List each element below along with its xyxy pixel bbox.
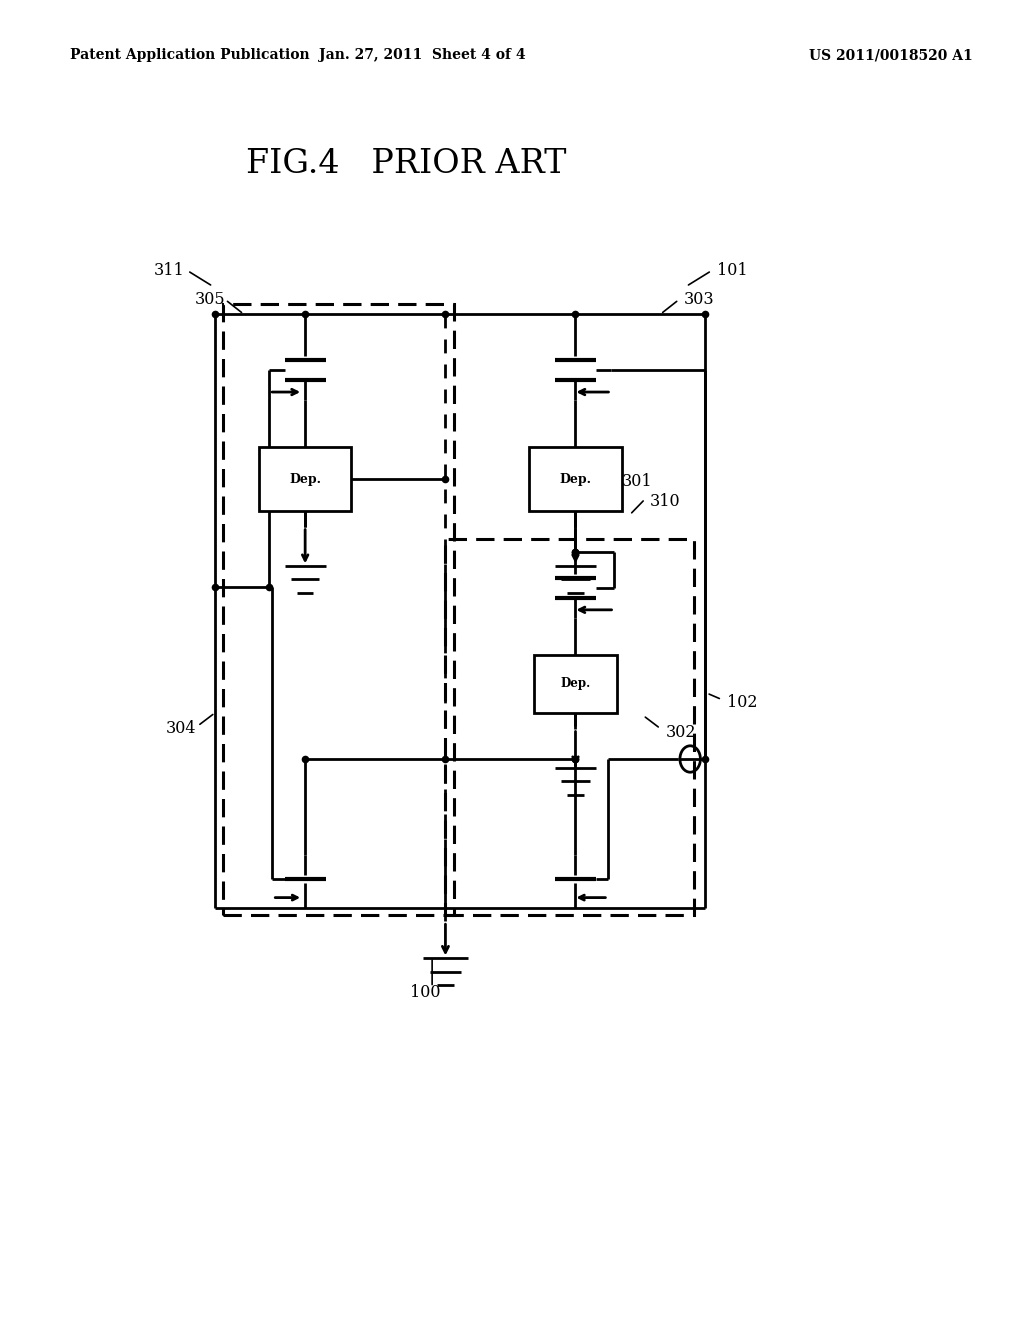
Text: FIG.4   PRIOR ART: FIG.4 PRIOR ART [246, 148, 566, 180]
Text: 303: 303 [684, 292, 715, 308]
Text: 302: 302 [666, 725, 696, 741]
Text: Patent Application Publication: Patent Application Publication [70, 49, 309, 62]
Text: Dep.: Dep. [560, 677, 591, 690]
Text: Dep.: Dep. [559, 473, 592, 486]
Bar [534, 655, 617, 713]
Text: 304: 304 [166, 721, 197, 737]
Text: 100: 100 [410, 985, 440, 1001]
Text: 311: 311 [154, 263, 184, 279]
Text: 101: 101 [717, 263, 748, 279]
Text: US 2011/0018520 A1: US 2011/0018520 A1 [809, 49, 973, 62]
Text: 305: 305 [195, 292, 225, 308]
Text: 310: 310 [650, 494, 681, 510]
Text: 301: 301 [622, 474, 652, 490]
Bar [259, 447, 351, 511]
Text: 102: 102 [727, 694, 758, 710]
Bar [529, 447, 622, 511]
Text: Jan. 27, 2011  Sheet 4 of 4: Jan. 27, 2011 Sheet 4 of 4 [318, 49, 525, 62]
Text: Dep.: Dep. [289, 473, 322, 486]
